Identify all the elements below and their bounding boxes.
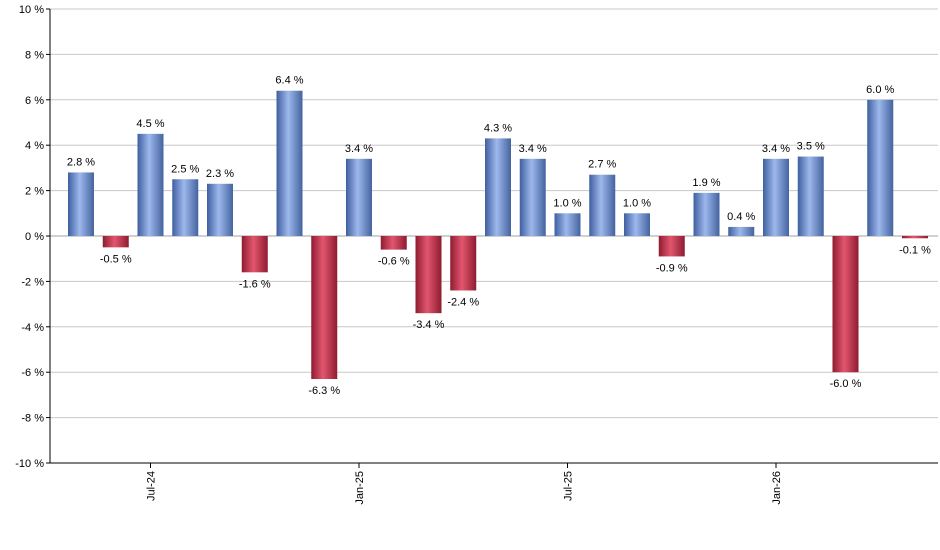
bar [137, 133, 164, 236]
data-label: -3.4 % [413, 319, 445, 331]
y-tick-label: -6 % [21, 367, 44, 379]
bar [241, 236, 268, 273]
bar [624, 213, 650, 236]
data-label: 6.0 % [866, 84, 894, 96]
data-label: 2.3 % [206, 168, 234, 180]
x-tick-label: Jul-24 [146, 471, 158, 501]
y-axis-ticks: 10 % 8 % 6 % 4 % 2 % 0 % -2 % -4 % -6 % -8 % -10 % [15, 4, 50, 470]
data-label: 2.5 % [171, 163, 199, 175]
y-tick-label: 6 % [25, 95, 44, 107]
bar [311, 236, 338, 380]
data-label: 2.8 % [67, 156, 95, 168]
y-tick-label: -8 % [21, 413, 44, 425]
y-tick-label: 10 % [19, 4, 44, 16]
bar [902, 236, 928, 239]
data-label: 4.3 % [484, 122, 512, 134]
x-tick-label: Jul-25 [563, 471, 575, 501]
y-tick-label: -10 % [15, 458, 44, 470]
bar [415, 236, 442, 314]
data-label: 3.4 % [762, 143, 790, 155]
data-label: 1.9 % [692, 177, 720, 189]
data-label: -1.6 % [239, 278, 271, 290]
x-tick-label: Jan-26 [771, 471, 783, 505]
x-tick-label: Jan-25 [354, 471, 366, 505]
data-label: 0.4 % [727, 211, 755, 223]
bar [207, 183, 233, 236]
bar [832, 236, 859, 373]
data-label: 3.5 % [797, 141, 825, 153]
data-label: -0.9 % [656, 262, 688, 274]
y-tick-label: 4 % [25, 140, 44, 152]
bar [867, 99, 894, 236]
data-label: -6.3 % [308, 385, 340, 397]
bar [485, 138, 511, 236]
bars [68, 90, 928, 380]
axes [49, 9, 938, 464]
bar [450, 236, 477, 291]
y-tick-label: -4 % [21, 322, 44, 334]
y-tick-label: -2 % [21, 276, 44, 288]
bar [589, 174, 616, 236]
bar [102, 236, 129, 248]
data-label: 6.4 % [275, 75, 303, 87]
data-label: -2.4 % [447, 296, 479, 308]
bar [693, 192, 720, 236]
bar [763, 158, 789, 236]
bar [68, 172, 94, 236]
bar [276, 90, 303, 236]
y-tick-label: 0 % [25, 231, 44, 243]
y-tick-label: 2 % [25, 186, 44, 198]
data-label: 2.7 % [588, 159, 616, 171]
bar [797, 156, 824, 236]
data-label: 1.0 % [623, 197, 651, 209]
bar [554, 213, 581, 236]
bar [728, 226, 755, 236]
data-labels: 2.8 % -0.5 % 4.5 % 2.5 % 2.3 % -1.6 % 6.4 % -6.… [67, 75, 931, 397]
bar [172, 179, 199, 236]
bar [519, 158, 546, 236]
bar [380, 236, 407, 250]
data-label: -0.1 % [899, 244, 931, 256]
data-label: -0.6 % [378, 256, 410, 268]
data-label: -0.5 % [100, 253, 132, 265]
x-axis-ticks: Jul-24 Jan-25 Jul-25 Jan-26 [146, 463, 783, 505]
data-label: 3.4 % [519, 143, 547, 155]
data-label: 1.0 % [553, 197, 581, 209]
data-label: 3.4 % [345, 143, 373, 155]
bar [658, 236, 685, 257]
data-label: 4.5 % [136, 118, 164, 130]
y-tick-label: 8 % [25, 49, 44, 61]
data-label: -6.0 % [830, 378, 862, 390]
bar [346, 158, 372, 236]
